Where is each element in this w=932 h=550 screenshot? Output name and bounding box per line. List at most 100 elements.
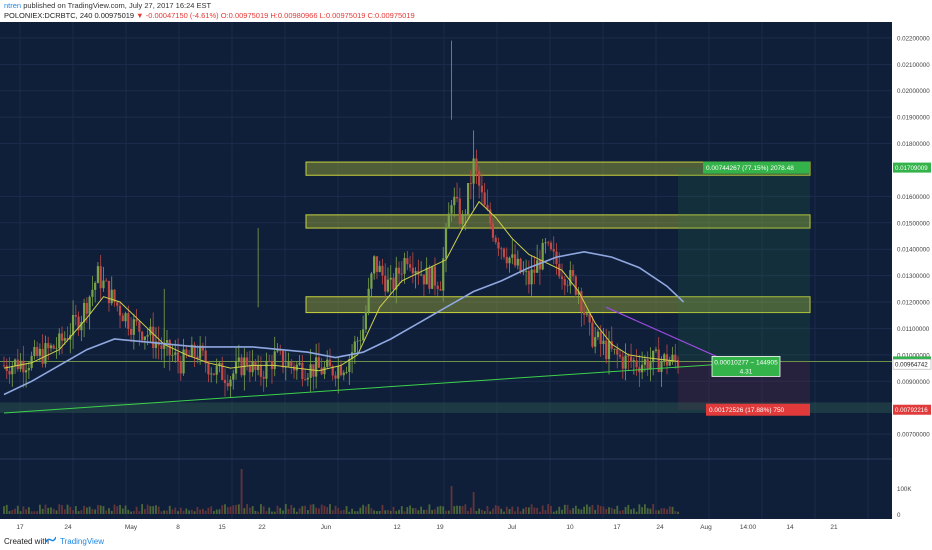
price-tag [893, 404, 931, 415]
volume-bar [644, 504, 646, 514]
candle [569, 270, 572, 286]
candle [135, 319, 138, 322]
volume-bar [516, 506, 519, 514]
volume-bar [572, 508, 574, 514]
position-label-line2: 4.31 [740, 368, 753, 375]
candle [55, 347, 58, 349]
candle [591, 322, 594, 347]
time-tick-label: 21 [830, 524, 838, 531]
candle [657, 349, 660, 372]
volume-bar [400, 506, 403, 514]
candle [406, 258, 409, 265]
volume-bar [348, 511, 351, 514]
candle [641, 364, 644, 373]
candle [467, 183, 470, 215]
price-tick-label: 0.01300000 [897, 273, 930, 280]
candle [649, 362, 652, 370]
base-support-band [0, 402, 892, 413]
candle [508, 257, 511, 264]
volume-bar [492, 508, 494, 514]
resistance-zone [305, 296, 811, 314]
volume-bar [353, 511, 356, 514]
candle [165, 340, 169, 343]
tradingview-brand[interactable]: TradingView [60, 537, 105, 546]
price-chart[interactable]: 0.02200000 0.02100000 0.02000000 0.01900000… [0, 22, 932, 533]
candle [304, 379, 307, 380]
price-tag-label: 0.00964742 [895, 362, 928, 369]
candle [298, 362, 301, 365]
candle [47, 343, 50, 349]
tradingview-logo-icon [46, 536, 56, 543]
candle [146, 335, 149, 337]
candle [176, 352, 180, 362]
volume-bar [395, 511, 398, 514]
candle [77, 316, 80, 331]
candle [124, 313, 127, 322]
candle [315, 357, 318, 377]
candle [110, 289, 113, 304]
volume-bar [284, 504, 287, 514]
volume-bar [166, 510, 168, 514]
author-link[interactable]: ntren [4, 1, 22, 10]
volume-bar [519, 511, 522, 514]
volume-bar [483, 511, 486, 514]
volume-bar [392, 506, 395, 514]
candle [408, 264, 412, 268]
candle [257, 365, 260, 370]
candle [458, 198, 461, 224]
candle [364, 312, 367, 330]
candle [522, 271, 525, 273]
candle [455, 196, 459, 199]
candle [251, 361, 254, 373]
candle [30, 356, 33, 369]
candle [221, 362, 224, 380]
candle [107, 280, 111, 304]
time-axis: 17 24 May 8 15 22 Jun 12 19 Jul 10 17 24 Aug 14:00 14 21 [0, 519, 892, 533]
candle [497, 242, 500, 249]
volume-bar [312, 504, 315, 514]
candle [58, 333, 61, 348]
volume-bar [539, 511, 541, 514]
time-tick-label: 24 [656, 524, 664, 531]
volume-bar [108, 508, 110, 514]
volume-bar [340, 510, 342, 514]
volume-bar [177, 511, 179, 514]
volume-bar [229, 506, 232, 514]
volume-bar [99, 505, 102, 514]
candle [395, 267, 398, 290]
profit-zone [678, 167, 810, 362]
volume-bar [439, 505, 442, 514]
price-tick-label: 0.02100000 [897, 62, 930, 69]
candle [392, 277, 395, 290]
volume-bar [594, 509, 597, 514]
volume-bar [273, 511, 276, 514]
volume-bar [232, 505, 235, 514]
volume-bar [88, 506, 91, 514]
candle [544, 242, 547, 244]
volume-bar [309, 504, 312, 514]
candle [668, 361, 671, 366]
candle [337, 365, 340, 379]
volume-bar [456, 505, 458, 514]
volume-bar [331, 510, 334, 514]
time-tick-label: 14:00 [740, 524, 757, 531]
candle [22, 360, 25, 373]
candle [121, 315, 124, 322]
volume-bar [298, 508, 301, 514]
volume-bar [514, 511, 516, 514]
volume-bar [411, 508, 414, 514]
volume-bar [337, 508, 340, 514]
symbol-name: POLONIEX:DCRBTC, 240 [4, 11, 93, 20]
candle [25, 370, 28, 373]
candle [281, 350, 285, 368]
volume-bar [5, 504, 8, 514]
price-tick-label: 0.01000000 [897, 352, 930, 359]
candle [500, 248, 503, 250]
volume-bar [389, 510, 392, 514]
candle [439, 289, 442, 291]
volume-bar [179, 507, 182, 514]
candle [549, 242, 553, 250]
price-tick-label: 0.01900000 [897, 115, 930, 122]
volume-bar [610, 507, 613, 514]
candle [292, 366, 296, 371]
